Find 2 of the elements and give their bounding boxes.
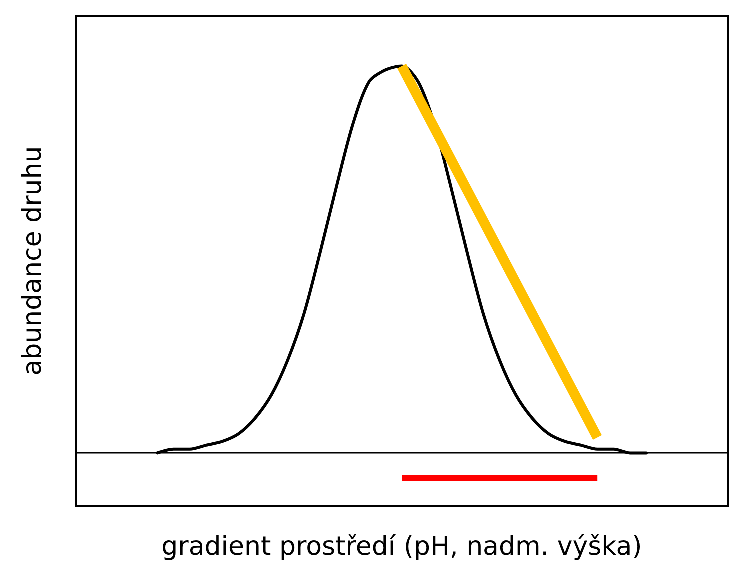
x-axis-title: gradient prostředí (pH, nadm. výška): [162, 532, 642, 562]
y-axis-title: abundance druhu: [18, 146, 48, 376]
